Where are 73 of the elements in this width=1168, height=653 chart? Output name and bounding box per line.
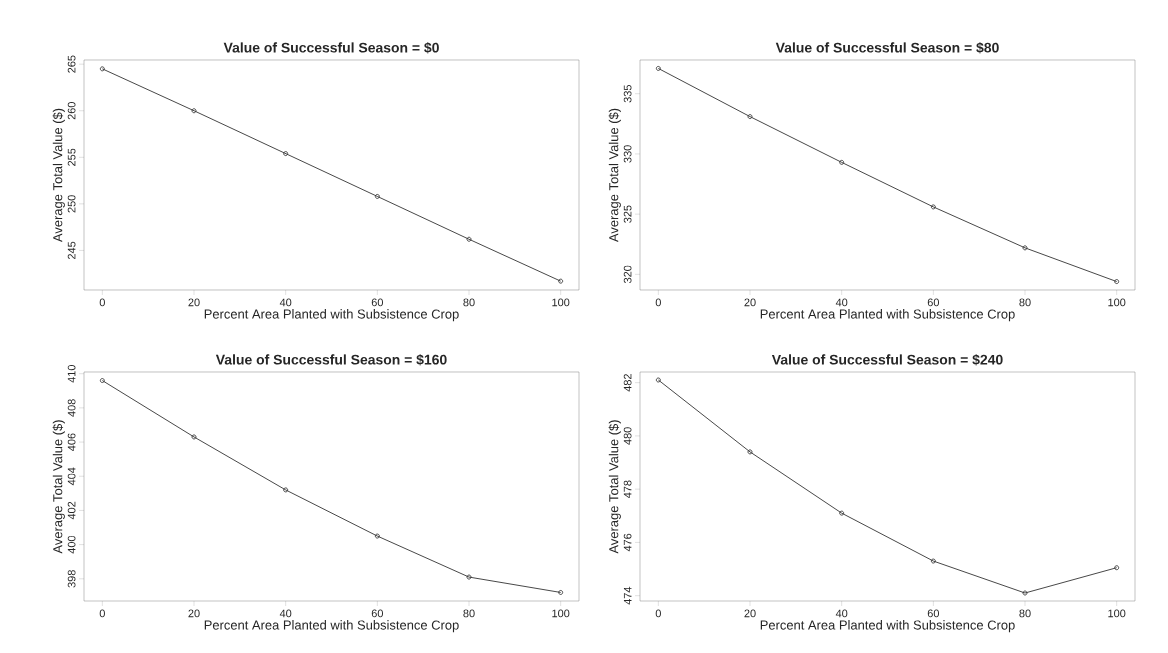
point [466,236,472,242]
y-tick-label: 398 [67,570,76,588]
point [374,533,380,539]
y-axis-title: Average Total Value ($) [608,108,621,243]
y-tick-label: 410 [67,365,76,383]
y-axis-title: Average Total Value ($) [608,420,621,554]
x-axis-title: Percent Area Planted with Subsistence Crop [760,309,1015,322]
x-axis-title: Percent Area Planted with Subsistence Crop [760,620,1015,633]
y-tick-label: 245 [67,241,76,260]
x-tick-label: 80 [1019,609,1031,618]
x-tick-label: 80 [463,609,475,618]
y-tick-label: 480 [623,427,632,445]
x-tick-label: 60 [927,609,939,618]
y-tick-label: 260 [67,102,76,120]
x-tick-label: 0 [99,298,105,307]
point [1022,590,1028,596]
y-tick-label: 482 [623,374,632,392]
x-tick-label: 0 [655,609,661,618]
y-tick-label: 325 [623,205,632,223]
point [466,574,472,580]
point [930,204,936,210]
y-tick-label: 320 [623,265,632,284]
x-tick-label: 20 [744,298,756,307]
y-tick-label: 250 [67,195,76,213]
point [747,449,753,455]
y-tick-label: 402 [67,501,76,520]
x-tick-label: 80 [1019,298,1031,307]
y-axis-title: Average Total Value ($) [52,108,65,243]
x-tick-label: 20 [188,298,200,307]
x-tick-label: 40 [835,609,848,618]
point [283,151,289,157]
y-tick-label: 474 [623,586,632,605]
x-tick-label: 40 [835,298,848,307]
point [1022,245,1028,251]
x-tick-label: 100 [1108,609,1126,618]
x-tick-label: 60 [371,609,383,618]
point [191,108,197,114]
point [930,558,936,564]
x-tick-label: 100 [552,298,570,307]
y-tick-label: 476 [623,533,632,552]
y-tick-label: 255 [67,148,76,166]
point [374,193,380,199]
y-tick-label: 400 [67,535,76,554]
y-tick-label: 265 [67,55,76,73]
x-axis-title: Percent Area Planted with Subsistence Crop [204,309,459,322]
point [747,114,753,120]
chart-title: Value of Successful Season = $0 [223,42,439,54]
x-tick-label: 100 [552,609,570,618]
chart-title: Value of Successful Season = $240 [771,354,1003,366]
x-axis-title: Percent Area Planted with Subsistence Crop [204,620,459,633]
y-tick-label: 330 [623,145,632,163]
point [839,159,845,165]
y-tick-label: 408 [67,399,76,417]
chart-title: Value of Successful Season = $80 [775,42,999,54]
x-tick-label: 40 [279,609,292,618]
point [283,487,289,493]
x-tick-label: 60 [371,298,383,307]
point [839,510,845,516]
x-tick-label: 20 [188,609,200,618]
point [191,434,197,440]
chart-title: Value of Successful Season = $160 [215,354,447,366]
x-tick-label: 20 [744,609,756,618]
y-tick-label: 335 [623,85,632,103]
x-tick-label: 0 [655,298,661,307]
x-tick-label: 80 [463,298,475,307]
x-tick-label: 40 [279,298,292,307]
x-tick-label: 100 [1108,298,1126,307]
x-tick-label: 0 [99,609,105,618]
y-tick-label: 406 [67,433,76,451]
y-tick-label: 404 [67,467,76,486]
y-axis-title: Average Total Value ($) [52,420,65,554]
x-tick-label: 60 [927,298,939,307]
y-tick-label: 478 [623,480,632,499]
